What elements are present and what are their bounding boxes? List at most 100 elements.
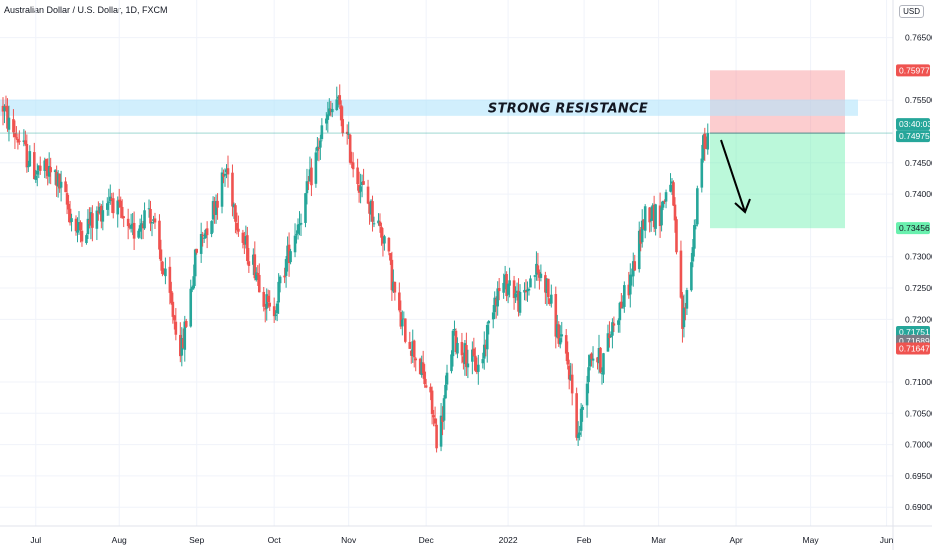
candle-body: [255, 272, 258, 281]
candle-body: [119, 200, 123, 208]
candle-body: [623, 285, 626, 307]
candle-body: [316, 146, 319, 151]
candle-body: [555, 324, 559, 338]
candle-body: [67, 203, 70, 210]
candle-body: [399, 312, 403, 327]
overlay: STRONG RESISTANCE: [0, 102, 893, 214]
price-tag: [896, 342, 930, 355]
candle-body: [681, 295, 684, 329]
candle-body: [412, 340, 416, 358]
price-tag: [896, 118, 930, 131]
candle-body: [544, 275, 547, 293]
resistance-label: STRONG RESISTANCE: [488, 102, 648, 117]
candle-body: [76, 230, 79, 233]
candle-body: [518, 291, 522, 313]
candle-body: [547, 278, 550, 298]
candle-body: [138, 225, 142, 232]
candle-body: [122, 216, 125, 219]
candle-body: [654, 204, 657, 229]
candle-body: [411, 341, 415, 357]
candle-body: [627, 284, 631, 296]
candle-body: [284, 259, 288, 276]
candle-body: [472, 348, 476, 356]
candle-body: [293, 235, 297, 253]
candle-body: [85, 235, 88, 244]
candle-body: [32, 152, 36, 180]
candle-body: [296, 224, 300, 234]
candle-body: [153, 218, 157, 223]
candle-body: [651, 205, 654, 221]
candle-body: [600, 373, 604, 375]
candle-body: [351, 162, 355, 170]
candle-body: [220, 172, 224, 207]
candle-body: [502, 282, 505, 293]
candle-body: [435, 424, 438, 449]
candle-body: [390, 259, 394, 291]
candle-body: [581, 406, 584, 410]
candle-body: [505, 274, 508, 297]
candle-body: [545, 278, 549, 293]
candle-body: [266, 295, 270, 302]
candle-body: [95, 210, 99, 229]
candle-body: [98, 206, 102, 213]
candle-body: [310, 167, 313, 186]
candle-body: [161, 261, 164, 274]
candle-body: [445, 372, 449, 385]
price-tag: [896, 130, 930, 143]
currency-badge[interactable]: USD: [899, 5, 924, 18]
candle-body: [170, 291, 173, 303]
candle-body: [348, 134, 352, 163]
candle-body: [685, 290, 689, 309]
candle-body: [49, 167, 52, 173]
price-tag-label: 03:40:03: [899, 119, 932, 129]
candle-body: [649, 218, 653, 222]
candle-body: [24, 140, 27, 145]
candle-body: [475, 370, 479, 373]
candle-body: [201, 235, 204, 237]
candle-body: [335, 99, 339, 111]
candle-body: [232, 204, 236, 208]
candle-body: [4, 105, 8, 108]
candle-body: [474, 355, 477, 371]
candle-body: [107, 201, 111, 203]
candle-body: [108, 196, 112, 202]
candle-body: [652, 204, 656, 228]
candle-body: [287, 244, 291, 264]
candle-body: [326, 114, 330, 120]
candle-body: [77, 222, 81, 231]
candle-body: [566, 352, 570, 365]
candle-body: [22, 140, 26, 142]
candle-body: [393, 281, 397, 293]
candle-body: [462, 356, 465, 363]
candle-body: [429, 386, 432, 393]
candle-body: [106, 203, 109, 210]
candle-body: [237, 228, 240, 232]
candle-body: [25, 143, 29, 168]
candle-body: [366, 186, 370, 204]
candle-body: [35, 170, 39, 175]
chart-title: Australian Dollar / U.S. Dollar, 1D, FXC…: [4, 5, 168, 15]
candle-body: [529, 278, 532, 288]
candle-body: [262, 291, 266, 307]
candle-body: [204, 229, 207, 239]
candle-body: [398, 292, 401, 311]
candle-body: [44, 158, 48, 170]
candle-body: [599, 347, 602, 373]
candle-body: [451, 330, 455, 357]
candle-body: [664, 192, 668, 202]
candle-body: [68, 208, 72, 223]
candle-body: [116, 200, 120, 215]
candle-body: [143, 210, 146, 229]
candle-body: [149, 208, 152, 224]
candle-body: [330, 108, 334, 113]
candle-body: [456, 342, 459, 354]
candle-body: [298, 223, 301, 226]
candle-body: [174, 321, 178, 335]
candle-body: [506, 283, 510, 295]
